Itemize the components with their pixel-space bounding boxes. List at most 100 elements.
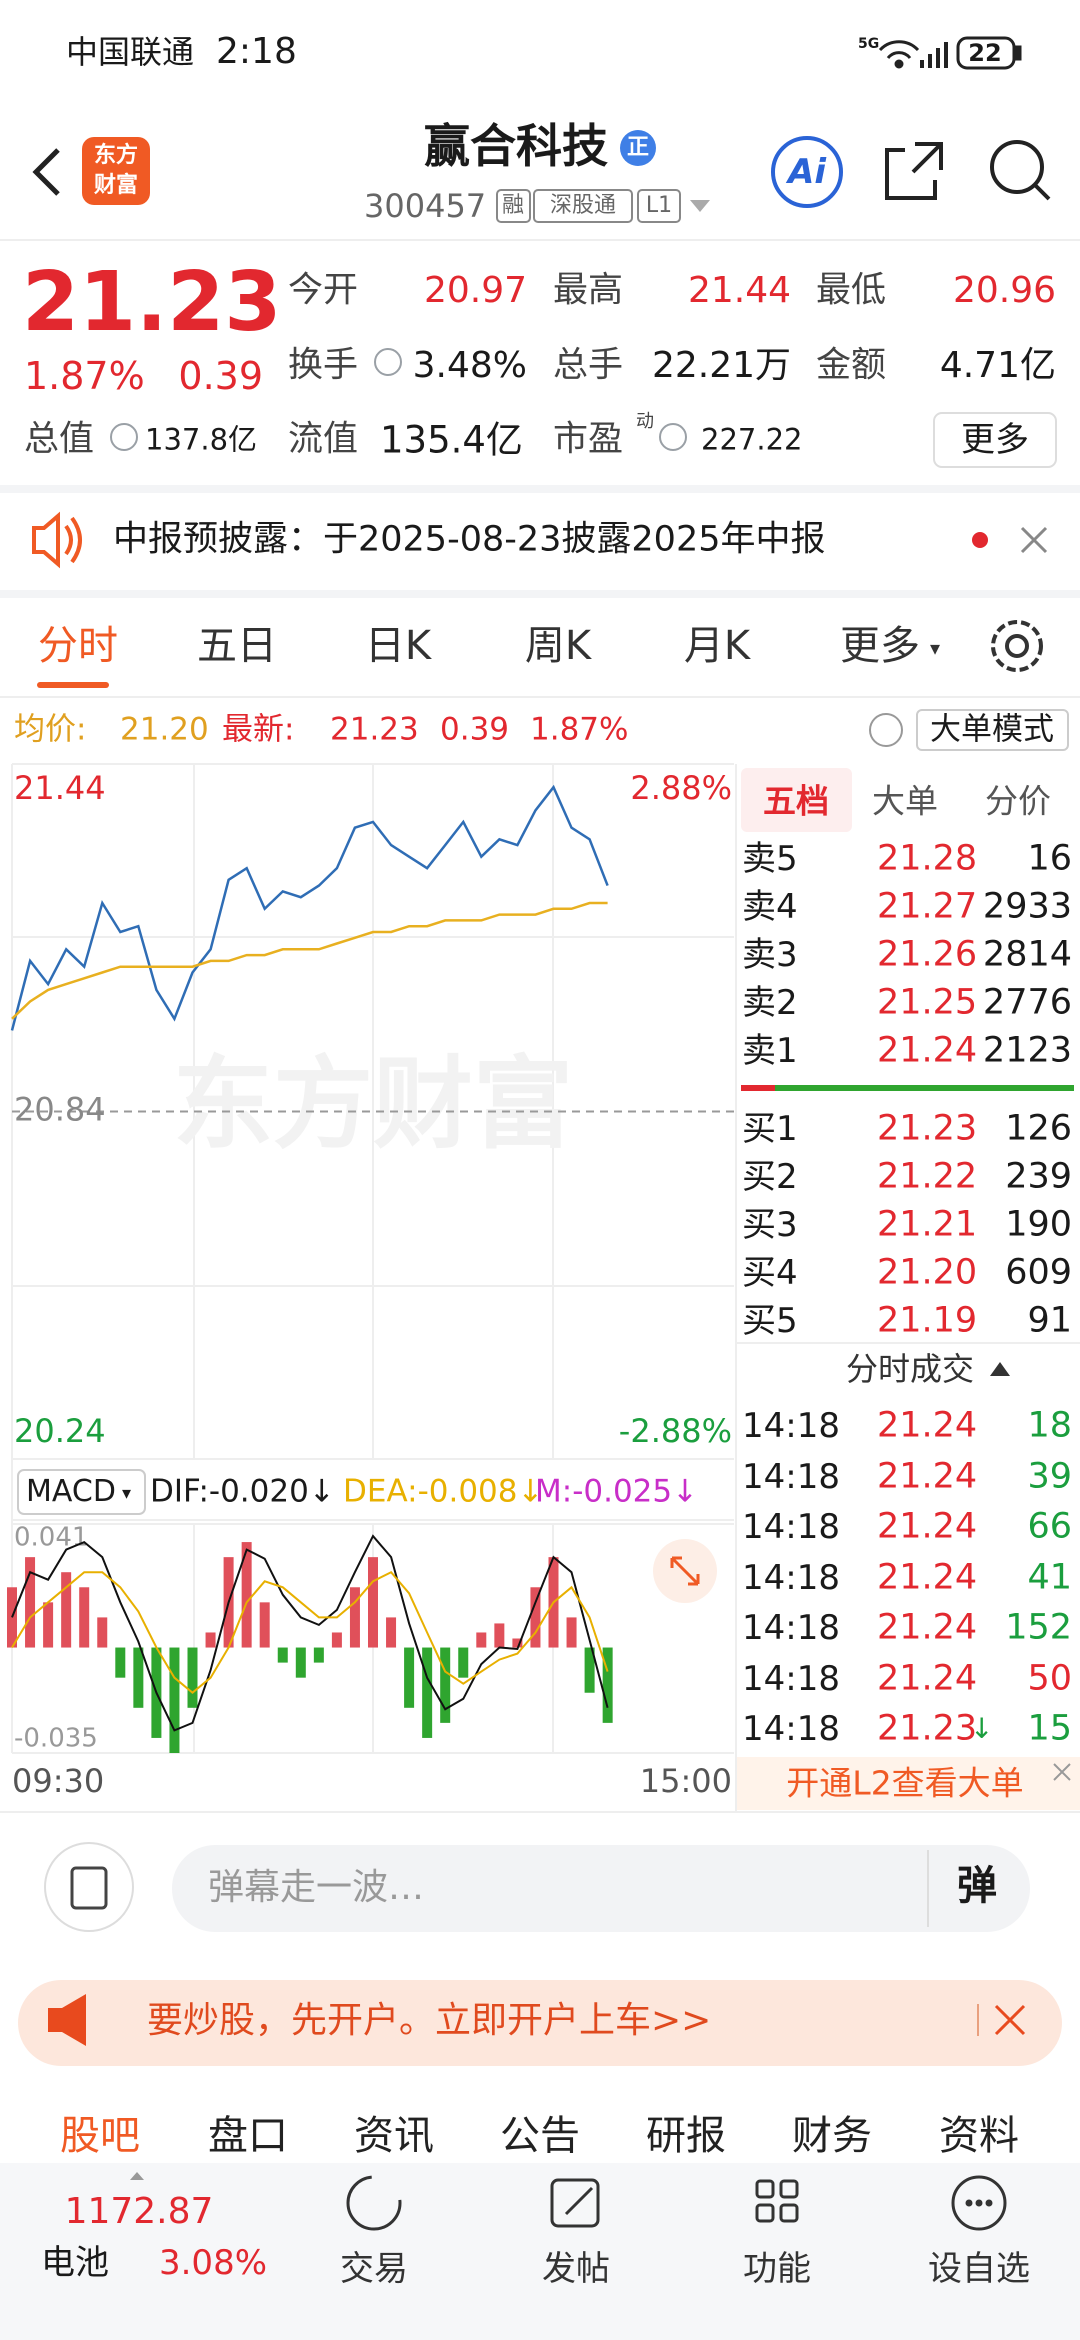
macd-bar [115, 1647, 126, 1678]
series-line [10, 784, 609, 1031]
ai-label[interactable]: Ai [788, 152, 826, 192]
section-tab[interactable]: 资料 [939, 2113, 1019, 2159]
summary-last: 21.23 [330, 711, 419, 748]
summary-change-pct: 1.87% [530, 711, 629, 748]
tag: 融 [501, 193, 525, 218]
section-tab[interactable]: 盘口 [208, 2113, 288, 2159]
tab-underline [37, 682, 109, 688]
comment-placeholder[interactable]: 弹幕走一波… [208, 1867, 425, 1908]
tag-box [533, 189, 633, 223]
stat-label: 最低 [816, 270, 887, 311]
bottom-nav [0, 2163, 1080, 2340]
trade-time: 14:18 [742, 1658, 840, 1699]
settings-icon[interactable] [991, 620, 1043, 672]
trade-volume: 152 [1005, 1607, 1072, 1648]
trade-volume: 50 [1027, 1658, 1072, 1698]
close-icon[interactable] [1053, 1763, 1071, 1781]
section-tab[interactable]: 股吧 [60, 2113, 140, 2159]
tab-caret: ▾ [929, 636, 941, 660]
book-price: 21.23 [877, 1108, 978, 1149]
mode-label[interactable]: 大单模式 [930, 711, 1054, 748]
ai-button[interactable] [771, 136, 843, 208]
close-icon[interactable] [994, 2004, 1026, 2036]
summary-last-label: 最新: [222, 711, 295, 748]
macd-bar [494, 1623, 505, 1648]
tab[interactable]: 日K [364, 623, 432, 669]
stat-value: 4.71亿 [939, 345, 1056, 386]
stat-value: 20.96 [952, 270, 1056, 311]
section-tab[interactable]: 公告 [500, 2113, 580, 2159]
index-name: 电池 [41, 2243, 109, 2283]
macd-bar [584, 1647, 595, 1693]
expand-icon [670, 1556, 700, 1586]
book-price: 21.27 [877, 886, 978, 927]
l2-bg[interactable] [737, 1757, 1080, 1810]
nav-item[interactable]: 设自选 [928, 2249, 1030, 2289]
l2-link[interactable]: 开通L2查看大单 [786, 1763, 1024, 1803]
book-tab[interactable]: 分价 [985, 781, 1051, 821]
trade-price: 21.23 [877, 1708, 978, 1749]
index-change: 3.08% [158, 2243, 268, 2283]
tab[interactable]: 周K [524, 623, 592, 669]
trade-price: 21.24 [877, 1658, 978, 1698]
badge: 正 [626, 135, 650, 160]
y-tick-label: 20.24 [14, 1412, 106, 1450]
section-tab[interactable]: 资讯 [354, 2113, 434, 2159]
summary-avg: 21.20 [120, 711, 209, 748]
more-button[interactable] [933, 412, 1057, 468]
trade-price: 21.24 [877, 1456, 978, 1496]
dropdown-icon[interactable] [690, 200, 710, 212]
nav-item[interactable]: 发帖 [542, 2249, 610, 2289]
nav-item[interactable]: 交易 [340, 2249, 408, 2289]
ad-banner[interactable] [18, 1980, 1062, 2066]
comment-input[interactable] [172, 1845, 1030, 1932]
book-price: 21.19 [877, 1300, 978, 1341]
search-icon[interactable] [990, 140, 1051, 201]
close-icon[interactable] [1020, 526, 1048, 554]
y2-tick-label: -2.88% [619, 1412, 732, 1450]
tab[interactable]: 分时 [38, 623, 118, 669]
book-tab[interactable]: 五档 [763, 781, 829, 821]
macd-bar [512, 1638, 523, 1648]
tab[interactable]: 五日 [197, 623, 277, 669]
help-icon[interactable] [869, 713, 903, 747]
macd-bar [187, 1647, 198, 1708]
series-line [11, 1570, 609, 1694]
tag-box [637, 189, 681, 223]
book-tab[interactable]: 大单 [872, 781, 938, 821]
up-icon [130, 2172, 144, 2180]
ad-text[interactable]: 要炒股，先开户。立即开户上车>> [147, 2000, 712, 2041]
chart-frame [0, 764, 1080, 1813]
y2-tick-label: 2.88% [630, 769, 732, 807]
trades-title: 分时成交 [845, 1350, 975, 1388]
nav-item[interactable]: 功能 [743, 2249, 811, 2289]
mode-button[interactable] [916, 709, 1069, 751]
share-icon[interactable] [885, 142, 943, 200]
danmaku-button[interactable]: 弹 [957, 1863, 997, 1909]
tab[interactable]: 月K [683, 623, 751, 669]
notice-text[interactable]: 中报预披露：于2025-08-23披露2025年中报 [113, 519, 826, 560]
stat-value: 3.48% [412, 345, 527, 386]
series-line [11, 901, 608, 1020]
nav-icons[interactable] [346, 2175, 1007, 2231]
macd-bar [277, 1647, 288, 1663]
y-tick-label: -0.035 [14, 1724, 98, 1754]
section-tab[interactable]: 研报 [646, 2113, 726, 2159]
tab[interactable]: 更多 [840, 623, 920, 669]
trade-volume: 66 [1027, 1506, 1072, 1547]
indicator-select[interactable] [17, 1469, 146, 1515]
macd-bar [349, 1587, 360, 1648]
back-icon[interactable] [32, 148, 60, 196]
macd-bar [97, 1617, 108, 1648]
macd-bar [61, 1572, 72, 1648]
trade-price: 21.24 [877, 1506, 978, 1547]
book-label: 卖2 [742, 983, 798, 1023]
section-tab[interactable]: 财务 [792, 2113, 872, 2159]
indicator[interactable]: MACD [26, 1474, 116, 1509]
comment-icon[interactable] [44, 1842, 134, 1932]
trade-volume: 39 [1027, 1456, 1072, 1496]
more-label[interactable]: 更多 [961, 420, 1029, 460]
stat-value: 137.8亿 [145, 422, 258, 457]
